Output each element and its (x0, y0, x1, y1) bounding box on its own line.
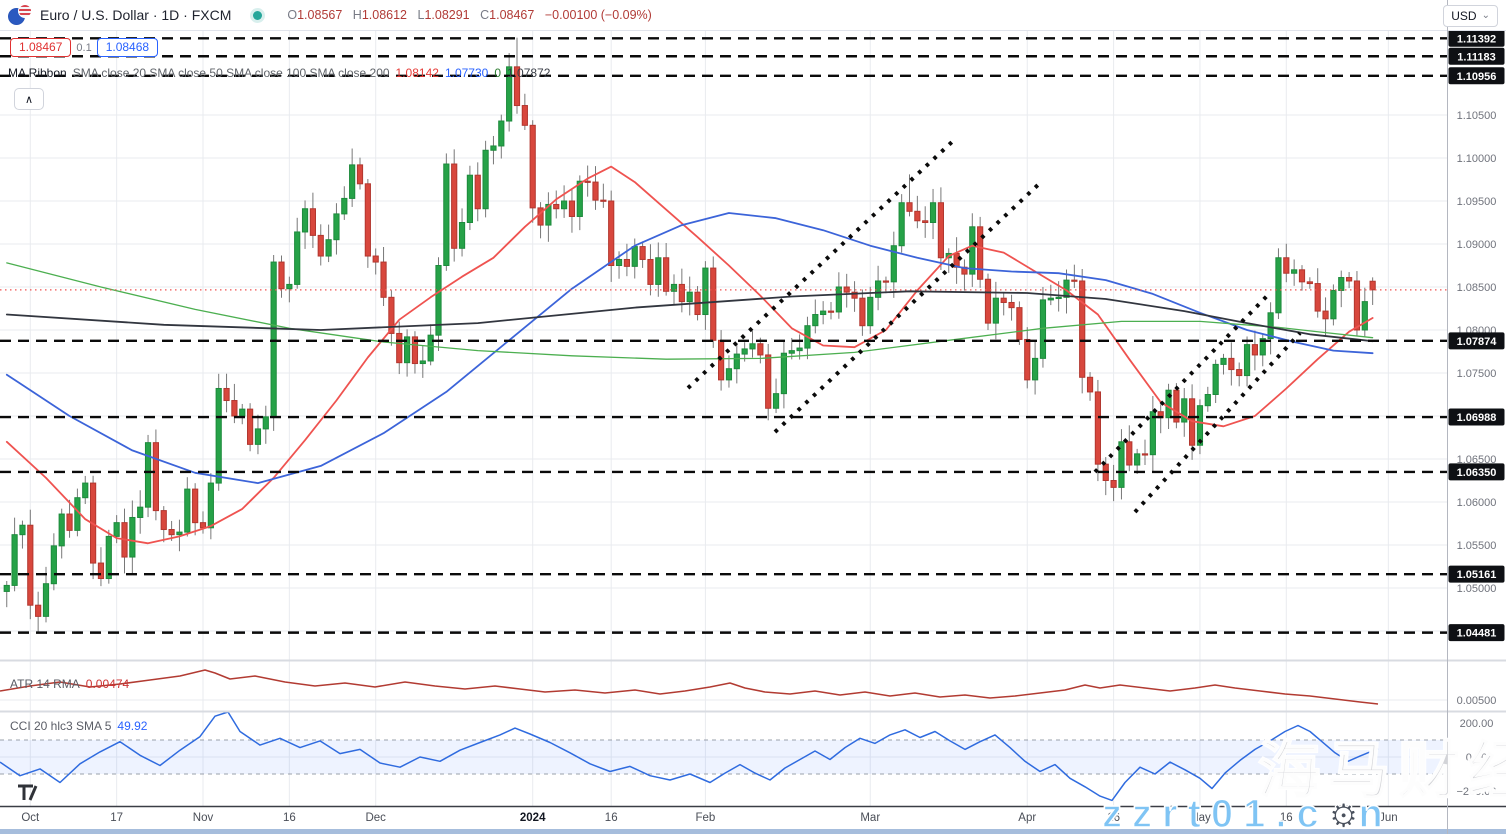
sma200-value: 1.07872 (507, 66, 551, 80)
price-level-chips: 1.11392 1.11183 1.10956 1.07874 1.06988 1.063… (1448, 29, 1505, 642)
svg-text:Feb: Feb (695, 812, 715, 824)
change-value: −0.00100 (−0.09%) (544, 8, 652, 22)
ma-ribbon-legend[interactable]: MA Ribbon SMA close 20 SMA close 50 SMA c… (8, 66, 550, 80)
symbol-title[interactable]: Euro / U.S. Dollar · 1D · FXCM (40, 7, 232, 23)
high-value: 1.08612 (361, 8, 407, 22)
svg-text:1.11392: 1.11392 (1457, 33, 1496, 45)
currency-label: USD (1451, 9, 1477, 23)
svg-text:1.06000: 1.06000 (1457, 497, 1497, 509)
ma-legend-title: MA Ribbon (8, 66, 67, 80)
provider-logo-icon (18, 784, 38, 801)
chevron-down-icon: ⌄ (1481, 10, 1490, 21)
close-value: 1.08467 (489, 8, 535, 22)
cci-band (0, 739, 1447, 775)
price-axis-border (1447, 0, 1448, 834)
currency-selector-button[interactable]: USD ⌄ (1443, 5, 1498, 27)
svg-text:2024: 2024 (520, 812, 546, 824)
close-label: C (480, 8, 490, 22)
bid-ask-chips: 1.08467 0.1 1.08468 (10, 38, 159, 57)
svg-text:1.05161: 1.05161 (1457, 569, 1497, 581)
cci-value: 49.92 (117, 719, 148, 733)
svg-text:1.09000: 1.09000 (1457, 239, 1497, 251)
time-axis: Oct 17 Nov 16 Dec 2024 16 Feb Mar Apr 16 May 16 Jun (21, 812, 1397, 824)
svg-text:1.06988: 1.06988 (1457, 412, 1497, 424)
svg-text:1.06350: 1.06350 (1457, 467, 1497, 479)
svg-text:1.08500: 1.08500 (1457, 282, 1497, 294)
sma100-value: 0 (494, 66, 502, 80)
svg-text:16: 16 (605, 812, 618, 824)
svg-text:0.00500: 0.00500 (1457, 695, 1497, 707)
low-value: 1.08291 (424, 8, 470, 22)
svg-text:16: 16 (1107, 812, 1120, 824)
open-value: 1.08567 (297, 8, 343, 22)
ma-lines (5, 165, 1374, 545)
svg-text:1.05000: 1.05000 (1457, 583, 1497, 595)
price-axis: 1.105001.100001.095001.090001.085001.080… (1456, 110, 1496, 798)
candle-bodies (3, 66, 1376, 617)
svg-text:1.04481: 1.04481 (1457, 628, 1497, 640)
svg-text:1.09500: 1.09500 (1457, 196, 1497, 208)
market-status-icon (253, 10, 263, 20)
cci-title: CCI 20 hlc3 SMA 5 (10, 719, 112, 733)
sma50-value: 1.07730 (444, 66, 489, 80)
high-label: H (352, 8, 362, 22)
svg-text:1.07500: 1.07500 (1457, 368, 1497, 380)
collapse-legend-button[interactable]: ∧ (14, 88, 44, 110)
symbol-logo-icon (8, 4, 32, 26)
svg-text:May: May (1189, 812, 1211, 824)
chevron-up-icon: ∧ (24, 93, 34, 106)
svg-text:17: 17 (110, 812, 123, 824)
ask-price-chip[interactable]: 1.08468 (96, 38, 159, 57)
svg-text:1.05500: 1.05500 (1457, 540, 1497, 552)
support-resistance-lines (0, 37, 1447, 634)
ma-legend-params: SMA close 20 SMA close 50 SMA close 100 … (72, 66, 390, 80)
top-toolbar: Euro / U.S. Dollar · 1D · FXCM O1.08567 … (0, 0, 1506, 31)
atr-title: ATR 14 RMA (10, 677, 80, 691)
svg-text:16: 16 (283, 812, 296, 824)
svg-text:Apr: Apr (1018, 812, 1036, 824)
svg-text:1.11183: 1.11183 (1457, 51, 1496, 63)
svg-text:Dec: Dec (365, 812, 386, 824)
svg-text:16: 16 (1280, 812, 1293, 824)
svg-text:1.10500: 1.10500 (1457, 110, 1497, 122)
low-label: L (417, 8, 425, 22)
svg-text:Nov: Nov (193, 812, 214, 824)
open-label: O (287, 8, 298, 22)
pane-separators (0, 659, 1506, 808)
svg-text:1.10000: 1.10000 (1457, 153, 1497, 165)
svg-text:Jun: Jun (1379, 812, 1398, 824)
svg-text:−200.00: −200.00 (1456, 786, 1496, 798)
atr-legend[interactable]: ATR 14 RMA 0.00474 (10, 677, 129, 691)
atr-line (0, 669, 1379, 705)
bottom-accent-bar (0, 829, 1506, 834)
sma20-value: 1.08142 (395, 66, 439, 80)
svg-text:1.10956: 1.10956 (1457, 71, 1497, 83)
ohlc-readout: O1.08567 H1.08612 L1.08291 C1.08467 −0.0… (280, 8, 651, 22)
svg-text:1.07874: 1.07874 (1457, 336, 1498, 348)
bid-price-chip[interactable]: 1.08467 (10, 38, 72, 57)
cci-line (0, 711, 1379, 802)
trendlines (686, 139, 1302, 514)
svg-text:Oct: Oct (21, 812, 40, 824)
svg-text:1.06500: 1.06500 (1457, 454, 1497, 466)
svg-text:Mar: Mar (860, 812, 880, 824)
spread-value: 0.1 (71, 41, 97, 54)
cci-legend[interactable]: CCI 20 hlc3 SMA 5 49.92 (10, 719, 147, 733)
svg-text:200.00: 200.00 (1460, 718, 1494, 730)
svg-text:0.00: 0.00 (1466, 752, 1487, 764)
atr-value: 0.00474 (85, 677, 130, 691)
